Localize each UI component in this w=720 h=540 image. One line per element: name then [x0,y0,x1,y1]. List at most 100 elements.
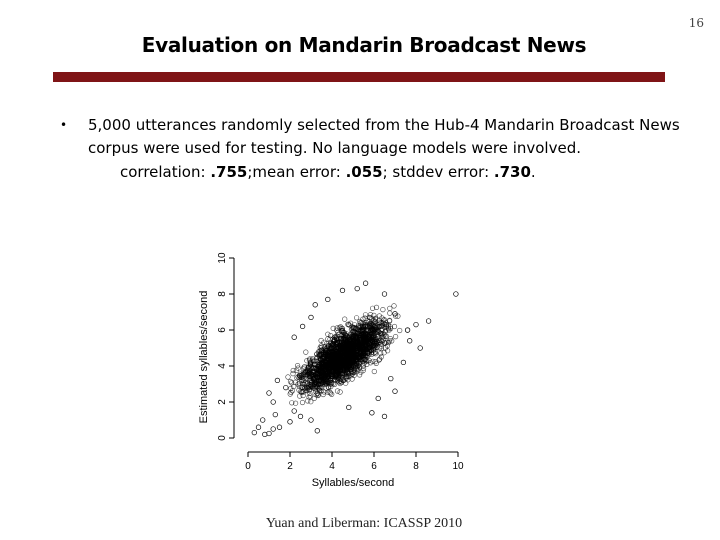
y-tick-label: 6 [217,327,228,333]
data-point [331,373,337,379]
data-point [337,336,344,342]
data-point [266,390,272,396]
x-tick-label: 8 [413,461,419,472]
data-point [381,321,387,327]
data-point [332,363,338,370]
data-point [311,395,317,401]
data-point [335,332,342,338]
data-point [364,323,370,329]
title-rule [53,72,665,82]
data-point [290,367,296,374]
data-point [331,364,337,370]
data-point [326,351,332,357]
data-point [307,390,313,396]
y-tick-label: 10 [217,252,228,264]
data-point [393,333,399,340]
data-point [329,367,335,373]
data-point [353,344,359,350]
data-point [373,304,380,311]
data-point [330,341,337,347]
data-point [345,321,351,327]
data-point [308,383,314,389]
data-point [251,429,257,436]
data-point [329,357,335,363]
data-point [351,325,357,331]
correlation-label: correlation: [120,163,211,181]
data-point [303,349,309,355]
data-point [362,312,369,318]
data-point [319,381,325,387]
data-point [299,384,305,391]
data-point [317,355,323,361]
data-point [397,327,403,334]
data-point [392,311,398,317]
correlation-value: .755 [210,163,248,181]
data-point [295,374,301,380]
data-point [350,347,356,354]
data-point [291,334,297,340]
data-point [334,372,340,378]
data-point [297,413,304,420]
data-point [363,352,369,358]
data-point [296,380,302,386]
data-point [266,430,272,437]
data-point [336,379,342,385]
data-point [388,325,394,332]
data-point [334,335,340,341]
data-point [338,324,344,330]
data-point [385,325,391,331]
data-point [361,360,367,366]
data-point [309,356,316,362]
data-point [371,336,377,342]
data-point [366,321,372,327]
data-point [372,343,378,349]
data-point [314,351,320,357]
data-point [321,365,327,371]
data-point [360,316,366,322]
data-point [358,369,364,375]
data-point [358,350,364,356]
data-point [312,302,318,308]
data-point [355,341,361,347]
data-point [386,327,392,333]
data-point [378,337,384,343]
data-point [333,352,339,358]
data-point [352,330,358,336]
data-point [425,318,432,324]
data-point [310,369,316,376]
data-point [348,373,354,379]
data-point [382,327,389,333]
data-point [299,372,305,378]
data-point [349,342,356,348]
scatter-plot: 0 2 4 6 8 10 0 2 4 6 8 10 Syllables/second Estimate… [198,252,464,489]
data-point [311,361,318,367]
data-point [320,364,326,370]
data-point [400,359,407,366]
data-point [336,373,343,379]
data-point [314,428,320,434]
data-point [323,346,329,352]
data-point [388,375,394,382]
data-point [308,381,314,387]
data-point [345,377,351,383]
data-point [308,417,314,423]
data-point [391,303,397,309]
data-point [355,368,361,374]
data-point [308,370,314,376]
data-point [320,391,326,398]
data-point [295,381,301,387]
data-point [305,364,311,370]
data-point [325,331,331,337]
data-point [413,321,419,328]
data-point [342,316,348,322]
data-point [343,360,349,366]
data-point [316,386,322,392]
data-point [379,338,385,344]
data-point [341,377,347,383]
data-point [308,399,314,405]
data-point [300,392,306,399]
data-point [372,319,378,325]
data-point [288,389,294,395]
data-point [283,384,289,391]
data-point [334,340,340,346]
